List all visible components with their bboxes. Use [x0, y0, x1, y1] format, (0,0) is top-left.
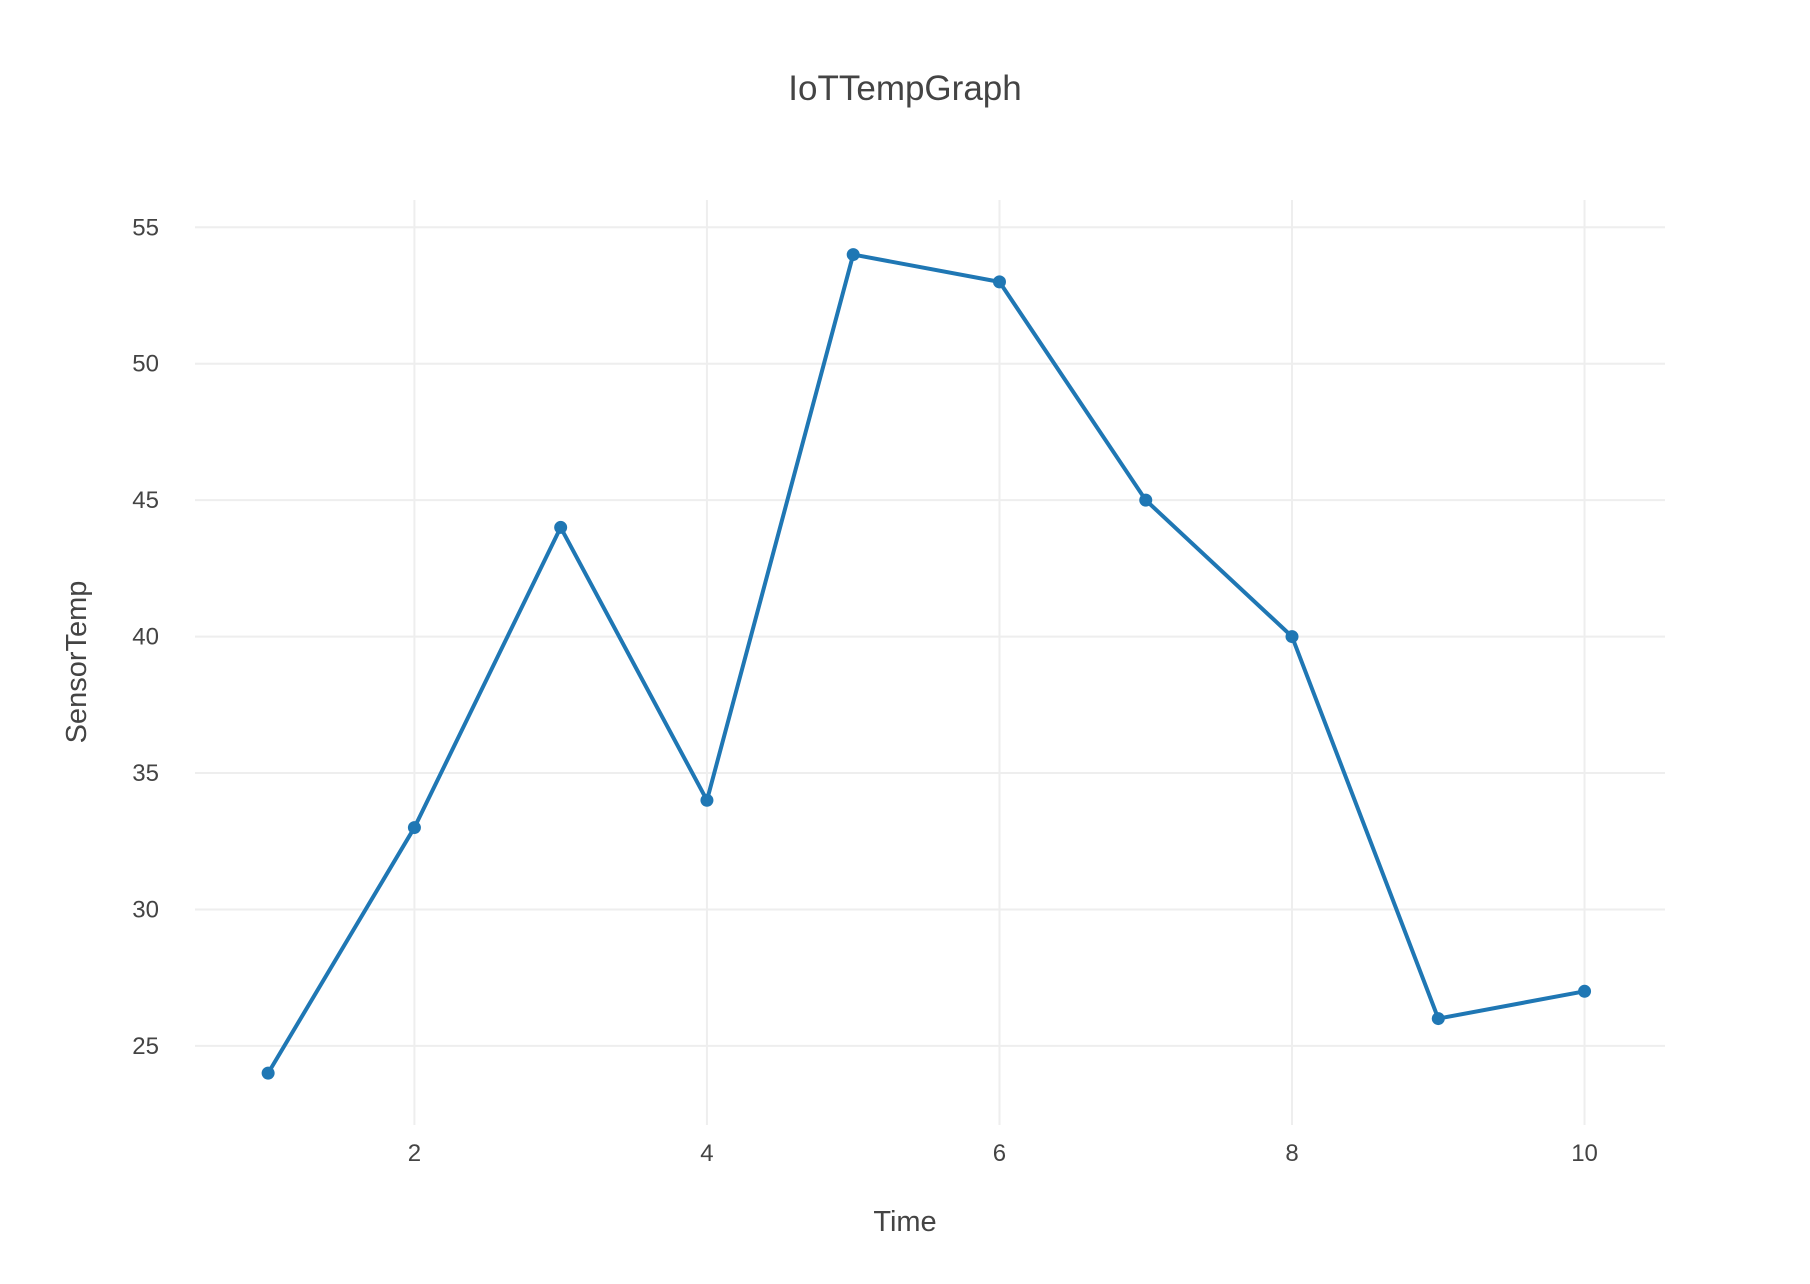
chart-title: IoTTempGraph	[788, 69, 1021, 108]
x-axis-label: Time	[873, 1206, 936, 1238]
y-tick-label-30: 30	[132, 896, 159, 923]
x-tick-label-8: 8	[1285, 1140, 1298, 1167]
series-layer	[261, 248, 1592, 1080]
data-point-1[interactable]	[261, 1066, 275, 1080]
tick-label-layer: 2 4 6 8 10 25 30 35 40 45 50 55	[132, 214, 1598, 1167]
series-line-0	[266, 252, 1585, 1075]
data-point-8[interactable]	[1285, 630, 1299, 644]
data-point-4[interactable]	[700, 793, 714, 807]
data-point-10[interactable]	[1578, 984, 1592, 998]
data-point-6[interactable]	[992, 275, 1006, 289]
y-tick-label-25: 25	[132, 1033, 159, 1060]
data-point-2[interactable]	[407, 821, 421, 835]
x-tick-label-10: 10	[1571, 1140, 1598, 1167]
data-point-3[interactable]	[554, 520, 568, 534]
grid-layer	[195, 200, 1665, 1125]
x-tick-label-6: 6	[993, 1140, 1006, 1167]
y-tick-label-40: 40	[132, 624, 159, 651]
data-point-5[interactable]	[846, 248, 860, 262]
x-tick-label-4: 4	[700, 1140, 713, 1167]
data-point-7[interactable]	[1139, 493, 1153, 507]
y-tick-label-55: 55	[132, 214, 159, 241]
x-tick-label-2: 2	[408, 1140, 421, 1167]
y-tick-label-45: 45	[132, 487, 159, 514]
y-tick-label-35: 35	[132, 760, 159, 787]
y-axis-label: SensorTemp	[61, 581, 93, 744]
y-tick-label-50: 50	[132, 351, 159, 378]
data-point-9[interactable]	[1431, 1012, 1445, 1026]
